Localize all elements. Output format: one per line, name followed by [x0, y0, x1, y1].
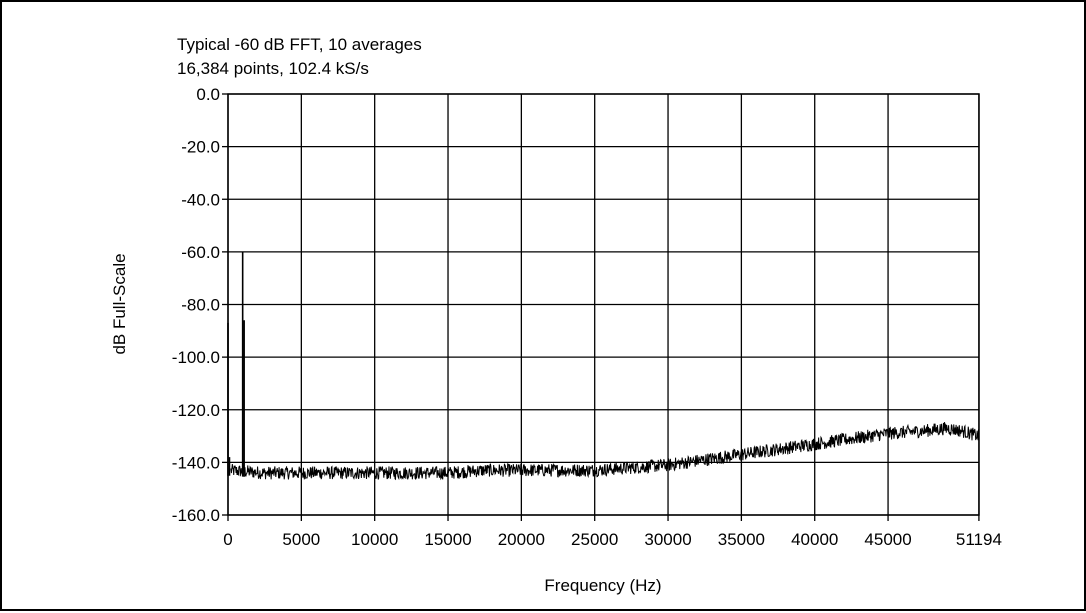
chart-title-line-2: 16,384 points, 102.4 kS/s — [177, 59, 369, 78]
plot-area — [227, 93, 980, 516]
x-tick-label: 20000 — [498, 530, 545, 549]
tick-labels: 0 5000 10000 15000 20000 25000 30000 35000 40000… — [172, 85, 1002, 549]
x-tick-label: 5000 — [282, 530, 320, 549]
y-tick-label: -140.0 — [172, 453, 220, 472]
noise-floor-trace — [230, 421, 980, 481]
x-tick-label: 0 — [223, 530, 232, 549]
x-tick-label: 51194 — [956, 530, 1002, 549]
y-tick-label: -160.0 — [172, 506, 220, 525]
series-group — [227, 251, 980, 481]
y-tick-label: -60.0 — [181, 243, 220, 262]
y-tick-label: 0.0 — [196, 85, 220, 104]
x-axis-title: Frequency (Hz) — [544, 576, 661, 595]
y-tick-label: -80.0 — [181, 296, 220, 315]
x-tick-label: 35000 — [718, 530, 765, 549]
x-tick-label: 15000 — [424, 530, 471, 549]
x-tick-label: 40000 — [791, 530, 838, 549]
y-axis-title: dB Full-Scale — [110, 253, 129, 354]
y-tick-label: -120.0 — [172, 401, 220, 420]
x-tick-label: 10000 — [351, 530, 398, 549]
x-tick-label: 25000 — [571, 530, 618, 549]
chart-title-line-1: Typical -60 dB FFT, 10 averages — [177, 35, 422, 54]
y-tick-label: -20.0 — [181, 138, 220, 157]
y-tick-label: -40.0 — [181, 190, 220, 209]
y-tick-label: -100.0 — [172, 348, 220, 367]
gridlines — [222, 93, 980, 521]
x-tick-label: 45000 — [864, 530, 911, 549]
x-tick-label: 30000 — [644, 530, 691, 549]
